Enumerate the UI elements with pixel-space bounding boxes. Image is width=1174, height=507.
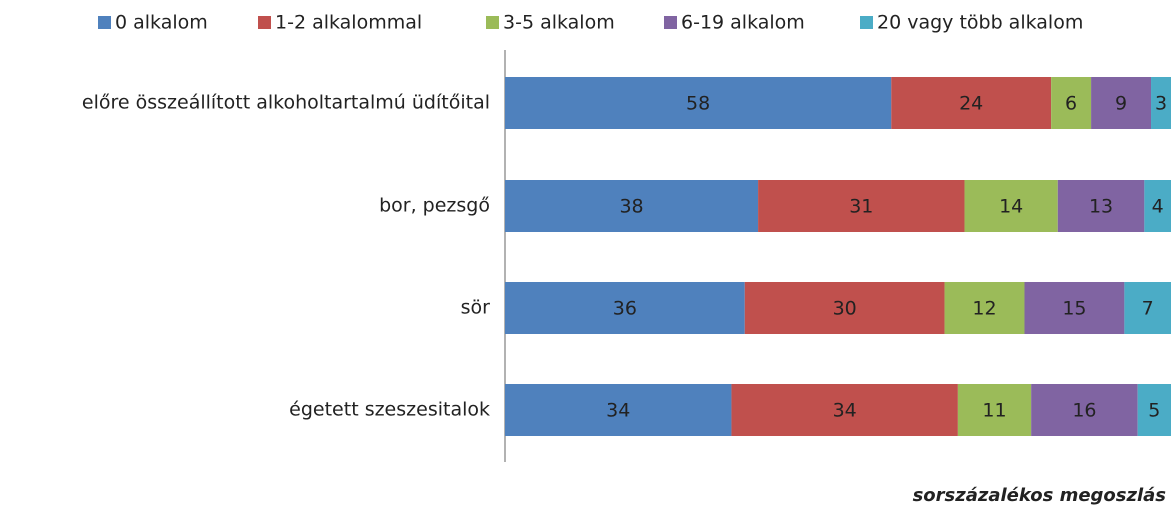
- data-label: 58: [686, 93, 710, 115]
- data-label: 7: [1142, 298, 1154, 320]
- bar-segment: [1091, 77, 1152, 129]
- category-label: bor, pezsgő: [379, 195, 490, 217]
- data-label: 6: [1065, 93, 1077, 115]
- data-label: 9: [1115, 93, 1127, 115]
- legend-swatch: [486, 16, 499, 29]
- data-label: 34: [833, 400, 857, 422]
- data-label: 13: [1089, 196, 1113, 218]
- data-label: 30: [833, 298, 857, 320]
- bar-segment: [505, 77, 892, 129]
- data-label: 11: [982, 400, 1006, 422]
- legend-label: 20 vagy több alkalom: [877, 12, 1083, 34]
- annotation: sorszázalékos megoszlás: [913, 485, 1167, 506]
- legend-swatch: [860, 16, 873, 29]
- bar-segment: [1151, 77, 1171, 129]
- data-label: 31: [849, 196, 873, 218]
- bar-segment: [1024, 282, 1125, 334]
- bar-segment: [1031, 384, 1138, 436]
- legend-label: 1-2 alkalommal: [275, 12, 422, 34]
- legend-swatch: [258, 16, 271, 29]
- bar-segment: [944, 282, 1025, 334]
- data-label: 36: [613, 298, 637, 320]
- bar-segment: [1144, 180, 1171, 232]
- data-label: 12: [972, 298, 996, 320]
- bar-segment: [1137, 384, 1171, 436]
- bar-segment: [1057, 180, 1145, 232]
- data-label: 38: [619, 196, 643, 218]
- data-label: 16: [1072, 400, 1096, 422]
- bar-segment: [731, 384, 958, 436]
- data-label: 34: [606, 400, 630, 422]
- bar-segment: [957, 384, 1032, 436]
- bar-segment: [1051, 77, 1092, 129]
- data-label: 15: [1062, 298, 1086, 320]
- data-label: 3: [1155, 93, 1167, 115]
- legend-label: 0 alkalom: [115, 12, 208, 34]
- data-label: 5: [1148, 400, 1160, 422]
- bar-segment: [744, 282, 945, 334]
- legend-label: 3-5 alkalom: [503, 12, 615, 34]
- bar-segment: [964, 180, 1058, 232]
- legend-swatch: [98, 16, 111, 29]
- bar-segment: [758, 180, 965, 232]
- category-label: előre összeállított alkoholtartalmú üdít…: [82, 92, 490, 114]
- legend-label: 6-19 alkalom: [681, 12, 805, 34]
- category-label: égetett szeszesitalok: [289, 399, 490, 421]
- bar-segment: [505, 384, 732, 436]
- bar-segment: [1124, 282, 1171, 334]
- data-label: 24: [959, 93, 983, 115]
- category-label: sör: [461, 297, 491, 319]
- bar-segment: [891, 77, 1052, 129]
- bar-segment: [505, 180, 759, 232]
- bar-segment: [505, 282, 745, 334]
- data-label: 14: [999, 196, 1023, 218]
- data-label: 4: [1152, 196, 1164, 218]
- legend-swatch: [664, 16, 677, 29]
